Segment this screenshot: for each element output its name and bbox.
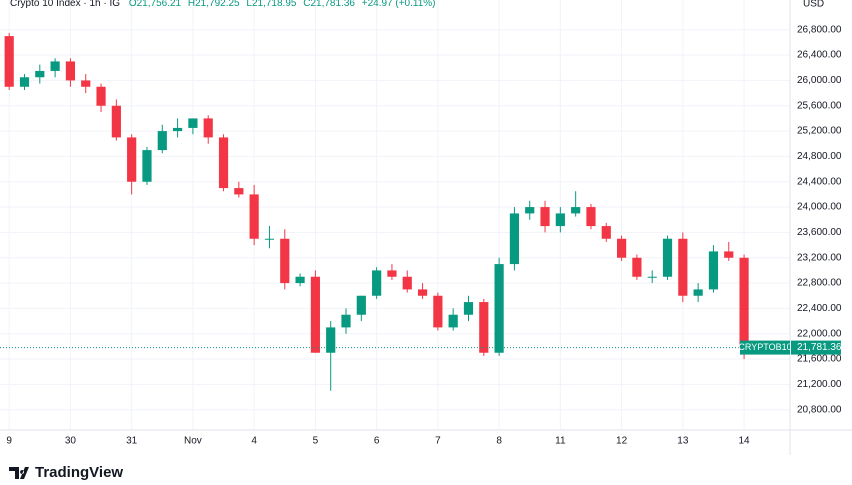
candle-body xyxy=(708,251,719,290)
last-price-label: 21,781.36 xyxy=(797,342,842,353)
candle-body xyxy=(463,302,474,315)
x-tick-label: 8 xyxy=(496,436,502,447)
brand-icon xyxy=(9,467,29,479)
candle-body xyxy=(19,77,30,87)
candle-body xyxy=(739,257,749,348)
y-tick-label: 22,000.00 xyxy=(797,328,842,339)
candle-body xyxy=(4,36,14,87)
candle-body xyxy=(601,226,611,239)
candle-body xyxy=(310,276,320,353)
y-tick-label: 26,800.00 xyxy=(797,24,842,35)
candle-body xyxy=(96,86,106,106)
y-tick-label: 24,000.00 xyxy=(797,202,842,213)
candle-body xyxy=(127,137,137,182)
y-tick-label: 22,400.00 xyxy=(797,303,842,314)
y-tick-label: 25,600.00 xyxy=(797,100,842,111)
candle-body xyxy=(402,276,412,290)
open-value: O21,756.21 xyxy=(129,0,182,9)
y-tick-label: 22,800.00 xyxy=(797,278,842,289)
candle-body xyxy=(264,238,275,240)
y-tick-label: 26,000.00 xyxy=(797,75,842,86)
candle-body xyxy=(525,207,535,214)
candle-body xyxy=(173,127,183,132)
candle-body xyxy=(662,238,673,277)
high-value: H21,792.25 xyxy=(188,0,240,9)
x-tick-label: Nov xyxy=(184,436,202,447)
y-tick-label: 25,200.00 xyxy=(797,126,842,137)
last-price-badge xyxy=(791,340,841,355)
candle-body xyxy=(111,105,121,138)
candle-body xyxy=(280,238,290,284)
candle-body xyxy=(249,194,259,239)
y-tick-label: 20,800.00 xyxy=(797,404,842,415)
x-tick-label: 6 xyxy=(374,436,380,447)
candle-body xyxy=(616,238,627,258)
candle-body xyxy=(448,314,458,328)
candle-body xyxy=(341,314,351,328)
candle-body xyxy=(586,207,596,227)
candle-body xyxy=(494,264,504,353)
candle-body xyxy=(188,118,198,128)
candle-body xyxy=(157,131,167,151)
candle-body xyxy=(203,118,213,138)
candle-body xyxy=(724,251,734,258)
x-tick-label: 12 xyxy=(616,436,628,447)
y-tick-label: 23,200.00 xyxy=(797,252,842,263)
candle-body xyxy=(234,188,244,195)
candle-body xyxy=(50,61,60,71)
x-tick-label: 5 xyxy=(313,436,319,447)
candle-body xyxy=(218,137,229,189)
candle-body xyxy=(571,207,581,214)
x-tick-label: 7 xyxy=(435,436,441,447)
candle-body xyxy=(647,276,657,278)
chart-header: Crypto 10 Index · 1h · IG O21,756.21 H21… xyxy=(10,0,436,9)
candle-body xyxy=(387,270,397,277)
candle-body xyxy=(417,289,428,296)
candle-body xyxy=(555,213,565,227)
x-tick-label: 30 xyxy=(65,436,77,447)
candle-body xyxy=(693,289,703,296)
y-tick-label: 23,600.00 xyxy=(797,227,842,238)
ticker-label: CRYPTOB10 xyxy=(738,342,791,352)
candle-body xyxy=(356,295,366,315)
candle-body xyxy=(632,257,642,277)
candle-body xyxy=(678,238,688,296)
low-value: L21,718.95 xyxy=(246,0,296,9)
candle-body xyxy=(540,207,550,227)
y-tick-label: 21,600.00 xyxy=(797,354,842,365)
candle-body xyxy=(479,302,489,353)
candle-body xyxy=(142,150,152,182)
x-tick-label: 4 xyxy=(251,436,257,447)
y-tick-label: 24,400.00 xyxy=(797,176,842,187)
x-tick-label: 13 xyxy=(677,436,689,447)
currency-label: USD xyxy=(803,0,824,10)
close-value: C21,781.36 xyxy=(303,0,355,9)
candle-body xyxy=(65,61,76,81)
candle-body xyxy=(509,213,520,265)
symbol: Crypto 10 Index · 1h · IG xyxy=(10,0,120,9)
change-value: +24.97 (+0.11%) xyxy=(362,0,436,9)
x-tick-label: 14 xyxy=(739,436,751,447)
y-tick-label: 26,400.00 xyxy=(797,50,842,61)
y-tick-label: 21,200.00 xyxy=(797,379,842,390)
brand-name: TradingView xyxy=(35,464,123,481)
candle-body xyxy=(35,70,45,78)
x-tick-label: 11 xyxy=(555,436,566,447)
brand-logo: TradingView xyxy=(9,464,123,481)
candle-body xyxy=(295,276,305,284)
candle-body xyxy=(372,270,382,296)
x-tick-label: 9 xyxy=(6,436,12,447)
x-tick-label: 31 xyxy=(126,436,138,447)
candle-body xyxy=(326,327,336,353)
candle-body xyxy=(433,295,443,328)
y-tick-label: 24,800.00 xyxy=(797,151,842,162)
ticker-badge xyxy=(740,340,790,355)
candle-body xyxy=(81,80,91,87)
